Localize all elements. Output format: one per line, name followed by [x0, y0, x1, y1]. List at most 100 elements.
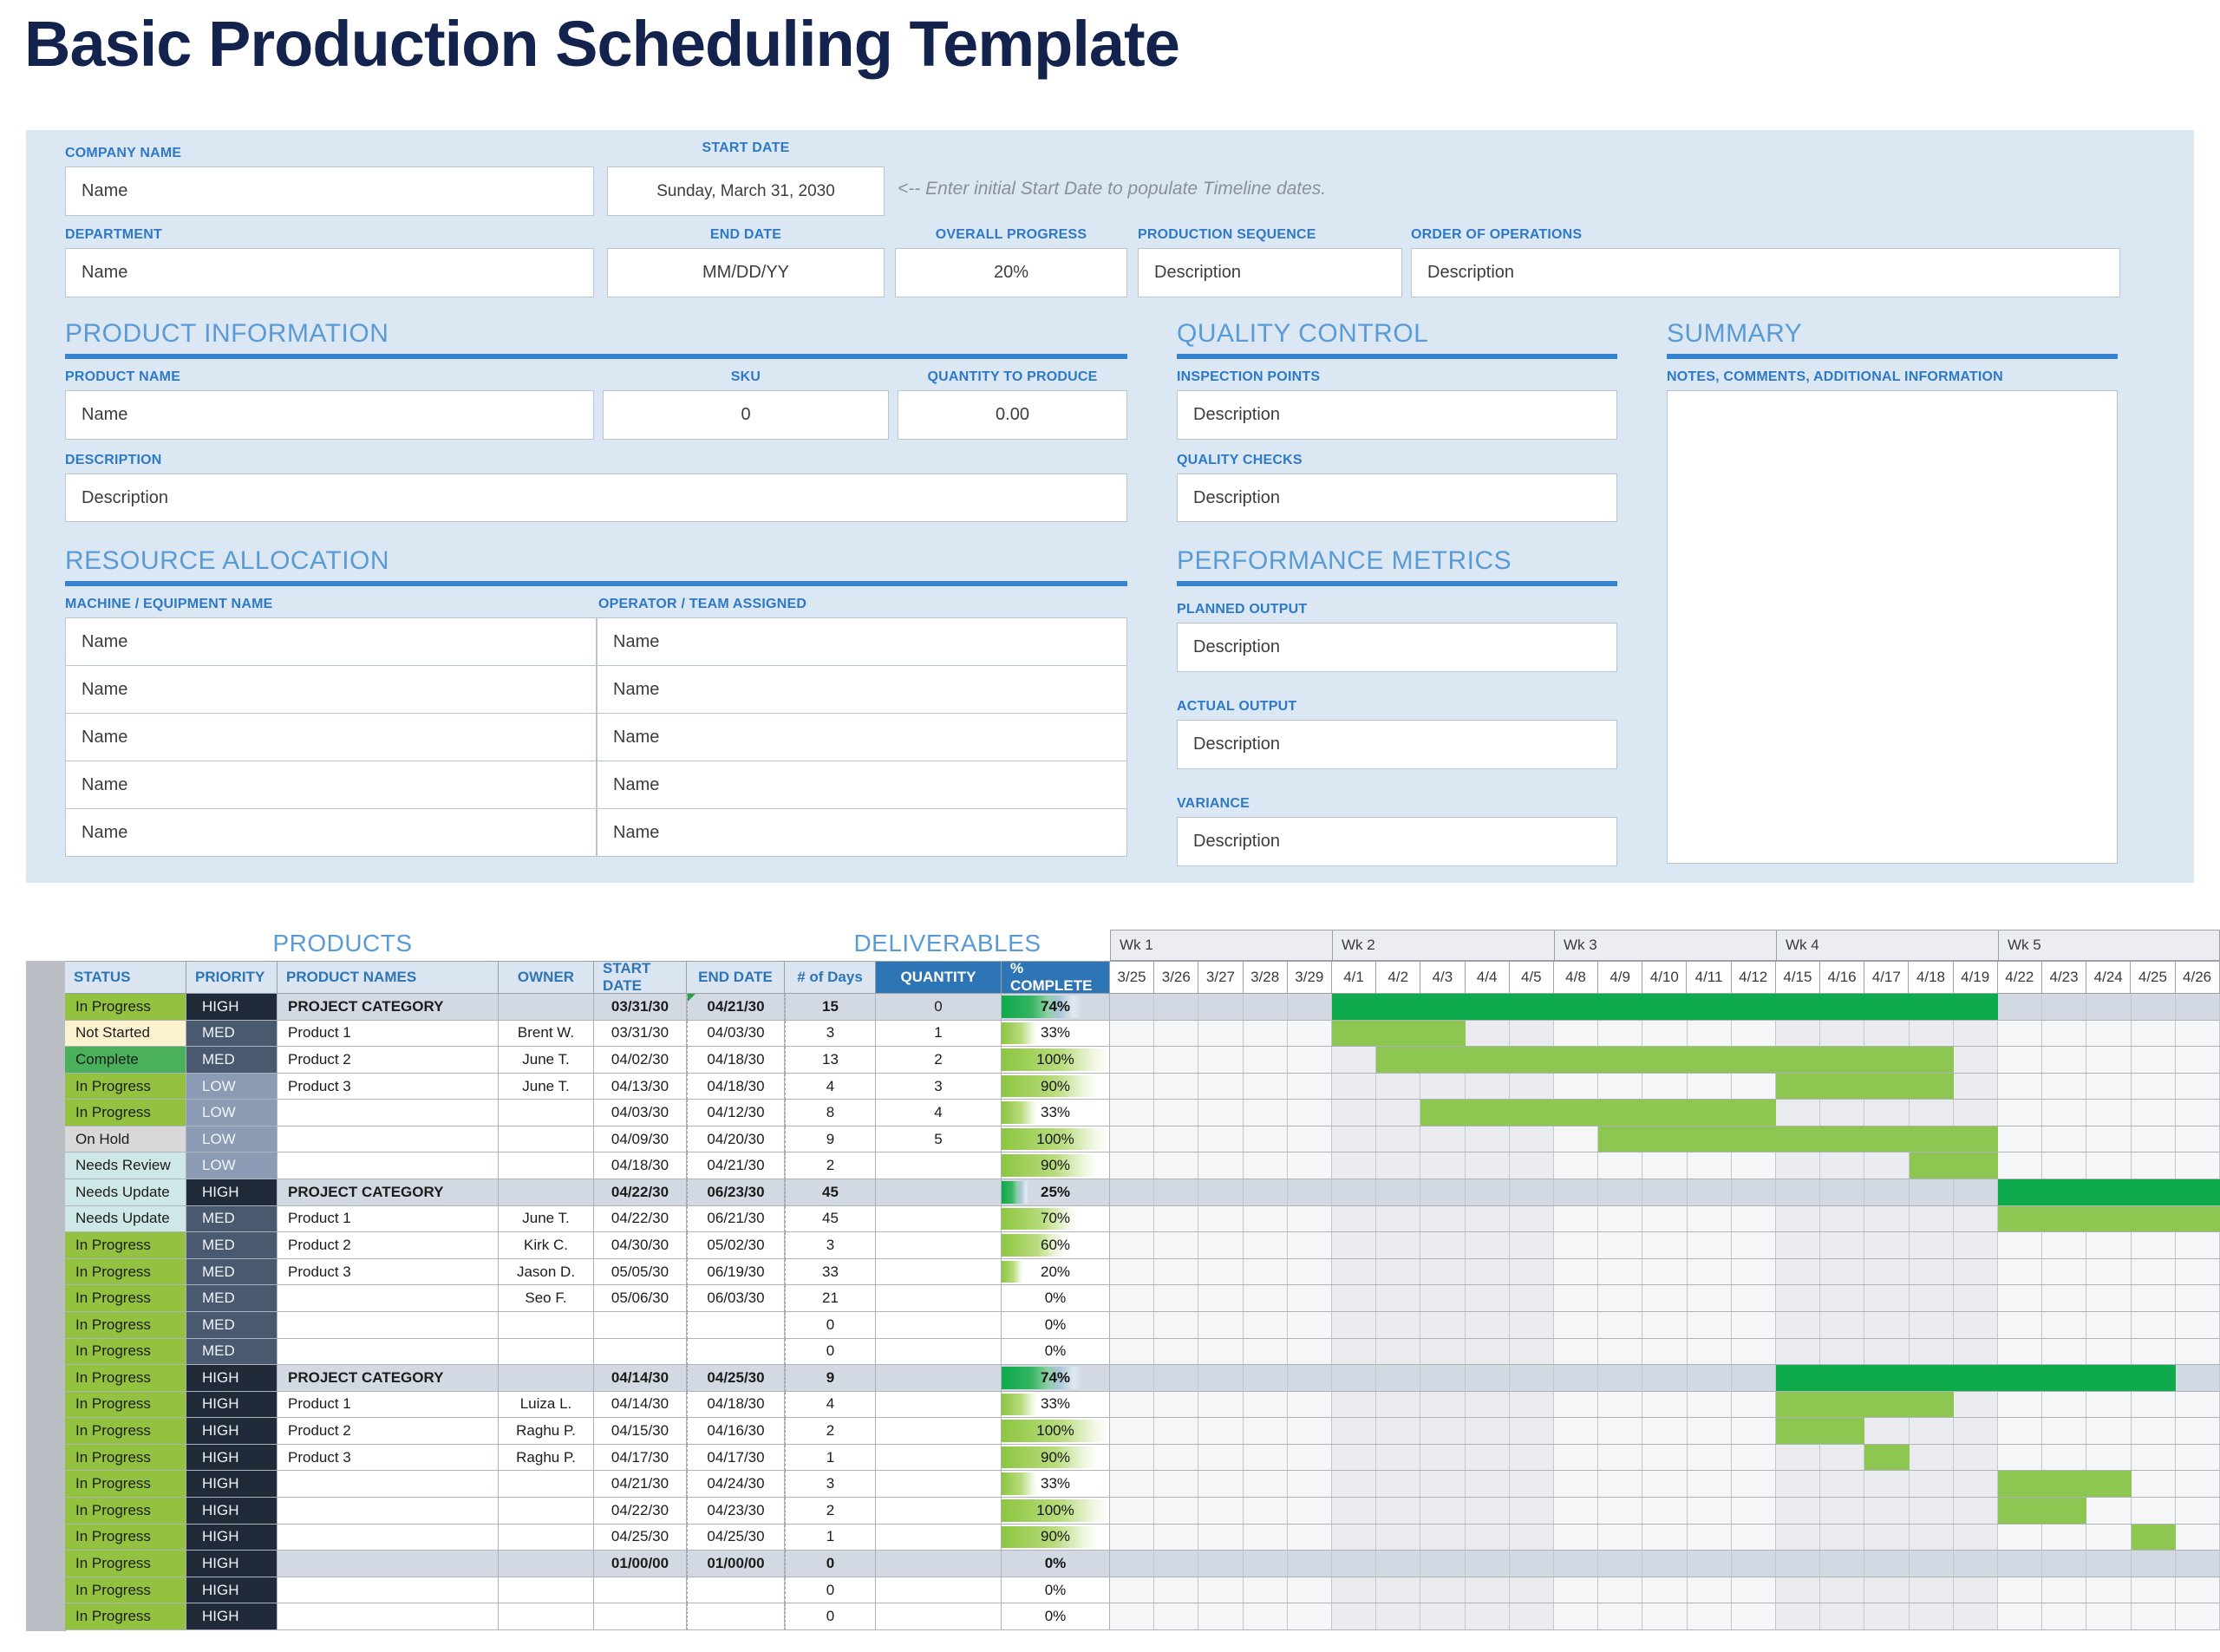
- day-cell[interactable]: [1820, 1471, 1865, 1497]
- day-cell[interactable]: [1820, 1179, 1865, 1205]
- day-cell[interactable]: [1953, 1577, 1998, 1603]
- day-cell[interactable]: [1509, 1497, 1554, 1524]
- end-date-cell[interactable]: 04/25/30: [687, 1524, 785, 1551]
- product-name-cell[interactable]: [278, 1311, 499, 1339]
- day-cell[interactable]: [1820, 1524, 1865, 1551]
- percent-complete-cell[interactable]: 60%: [1002, 1232, 1110, 1259]
- day-cell[interactable]: [1198, 1603, 1244, 1629]
- day-cell[interactable]: [2131, 1311, 2176, 1338]
- day-cell[interactable]: [2175, 1365, 2220, 1391]
- days-cell[interactable]: 0: [785, 1603, 876, 1630]
- day-cell[interactable]: [1243, 1205, 1288, 1232]
- day-cell[interactable]: [1909, 1418, 1954, 1444]
- day-cell[interactable]: [1420, 1524, 1466, 1551]
- day-cell[interactable]: [1864, 1100, 1910, 1126]
- day-cell[interactable]: [1776, 1179, 1821, 1205]
- day-cell[interactable]: [1110, 1100, 1155, 1126]
- day-cell[interactable]: [1509, 1311, 1554, 1338]
- day-cell[interactable]: [2042, 1603, 2087, 1629]
- owner-cell[interactable]: June T.: [499, 1047, 594, 1074]
- day-cell[interactable]: [1953, 1285, 1998, 1311]
- status-cell[interactable]: In Progress: [65, 1497, 186, 1525]
- day-cell[interactable]: [2175, 1311, 2220, 1338]
- day-cell[interactable]: [1820, 1311, 1865, 1338]
- end-date-cell[interactable]: [687, 1603, 785, 1630]
- status-cell[interactable]: In Progress: [65, 1391, 186, 1419]
- day-cell[interactable]: [1820, 1577, 1865, 1603]
- day-cell[interactable]: [1642, 1258, 1688, 1285]
- day-cell[interactable]: [1198, 1391, 1244, 1418]
- day-cell[interactable]: [1909, 1603, 1954, 1629]
- day-cell[interactable]: [1243, 1047, 1288, 1073]
- day-cell[interactable]: [1642, 1603, 1688, 1629]
- day-cell[interactable]: [1642, 1232, 1688, 1258]
- day-cell[interactable]: [1420, 1391, 1466, 1418]
- day-cell[interactable]: [1598, 1391, 1643, 1418]
- day-cell[interactable]: [1776, 1152, 1821, 1179]
- day-cell[interactable]: [1465, 1497, 1510, 1524]
- start-date-cell[interactable]: 04/22/30: [594, 1205, 687, 1233]
- day-cell[interactable]: [1509, 1551, 1554, 1577]
- day-cell[interactable]: [1953, 1551, 1998, 1577]
- day-cell[interactable]: [2086, 1418, 2132, 1444]
- day-cell[interactable]: [1731, 1285, 1776, 1311]
- owner-cell[interactable]: [499, 1365, 594, 1392]
- day-cell[interactable]: [1198, 1258, 1244, 1285]
- day-cell[interactable]: [2131, 1391, 2176, 1418]
- day-cell[interactable]: [1110, 1391, 1155, 1418]
- day-cell[interactable]: [1598, 1418, 1643, 1444]
- machine-field[interactable]: Name: [65, 808, 597, 857]
- day-cell[interactable]: [2175, 1073, 2220, 1100]
- day-cell[interactable]: [2042, 1047, 2087, 1073]
- day-cell[interactable]: [2131, 1073, 2176, 1100]
- day-cell[interactable]: [1243, 1577, 1288, 1603]
- day-cell[interactable]: [1420, 1418, 1466, 1444]
- day-cell[interactable]: [1509, 1524, 1554, 1551]
- quantity-cell[interactable]: 1: [876, 1020, 1002, 1048]
- day-cell[interactable]: [1554, 1444, 1599, 1471]
- days-cell[interactable]: 21: [785, 1285, 876, 1312]
- day-cell[interactable]: [2086, 1391, 2132, 1418]
- day-cell[interactable]: [1820, 1285, 1865, 1311]
- day-cell[interactable]: [1642, 1205, 1688, 1232]
- day-cell[interactable]: [1243, 1152, 1288, 1179]
- day-cell[interactable]: [1420, 1577, 1466, 1603]
- day-cell[interactable]: [1776, 1020, 1821, 1047]
- days-cell[interactable]: 0: [785, 1577, 876, 1604]
- day-cell[interactable]: [1909, 1577, 1954, 1603]
- day-cell[interactable]: [1198, 1179, 1244, 1205]
- start-date-cell[interactable]: 04/15/30: [594, 1418, 687, 1445]
- day-cell[interactable]: [1731, 1152, 1776, 1179]
- day-cell[interactable]: [1687, 1365, 1732, 1391]
- owner-cell[interactable]: [499, 1471, 594, 1498]
- day-cell[interactable]: [1110, 1603, 1155, 1629]
- day-cell[interactable]: [2131, 1551, 2176, 1577]
- day-cell[interactable]: [2086, 1497, 2132, 1524]
- day-cell[interactable]: [1509, 1577, 1554, 1603]
- day-cell[interactable]: [1909, 1232, 1954, 1258]
- end-date-field[interactable]: MM/DD/YY: [607, 248, 885, 297]
- day-cell[interactable]: [1376, 1205, 1421, 1232]
- day-cell[interactable]: [2086, 1047, 2132, 1073]
- day-cell[interactable]: [2131, 1285, 2176, 1311]
- days-cell[interactable]: 4: [785, 1073, 876, 1100]
- day-cell[interactable]: [1465, 1179, 1510, 1205]
- day-cell[interactable]: [1332, 1497, 1377, 1524]
- day-cell[interactable]: [2086, 1444, 2132, 1471]
- product-name-cell[interactable]: [278, 1603, 499, 1630]
- day-cell[interactable]: [1332, 1152, 1377, 1179]
- day-cell[interactable]: [1998, 1577, 2043, 1603]
- day-cell[interactable]: [1864, 1258, 1910, 1285]
- day-cell[interactable]: [1687, 1258, 1732, 1285]
- days-cell[interactable]: 9: [785, 1365, 876, 1392]
- day-cell[interactable]: [1198, 1338, 1244, 1365]
- day-cell[interactable]: [1198, 1365, 1244, 1391]
- start-date-cell[interactable]: [594, 1338, 687, 1366]
- priority-cell[interactable]: LOW: [186, 1152, 278, 1180]
- day-cell[interactable]: [1731, 1020, 1776, 1047]
- day-cell[interactable]: [1909, 1338, 1954, 1365]
- quantity-cell[interactable]: [876, 1152, 1002, 1180]
- percent-complete-cell[interactable]: 90%: [1002, 1073, 1110, 1100]
- start-date-cell[interactable]: 03/31/30: [594, 1020, 687, 1048]
- day-cell[interactable]: [1642, 1285, 1688, 1311]
